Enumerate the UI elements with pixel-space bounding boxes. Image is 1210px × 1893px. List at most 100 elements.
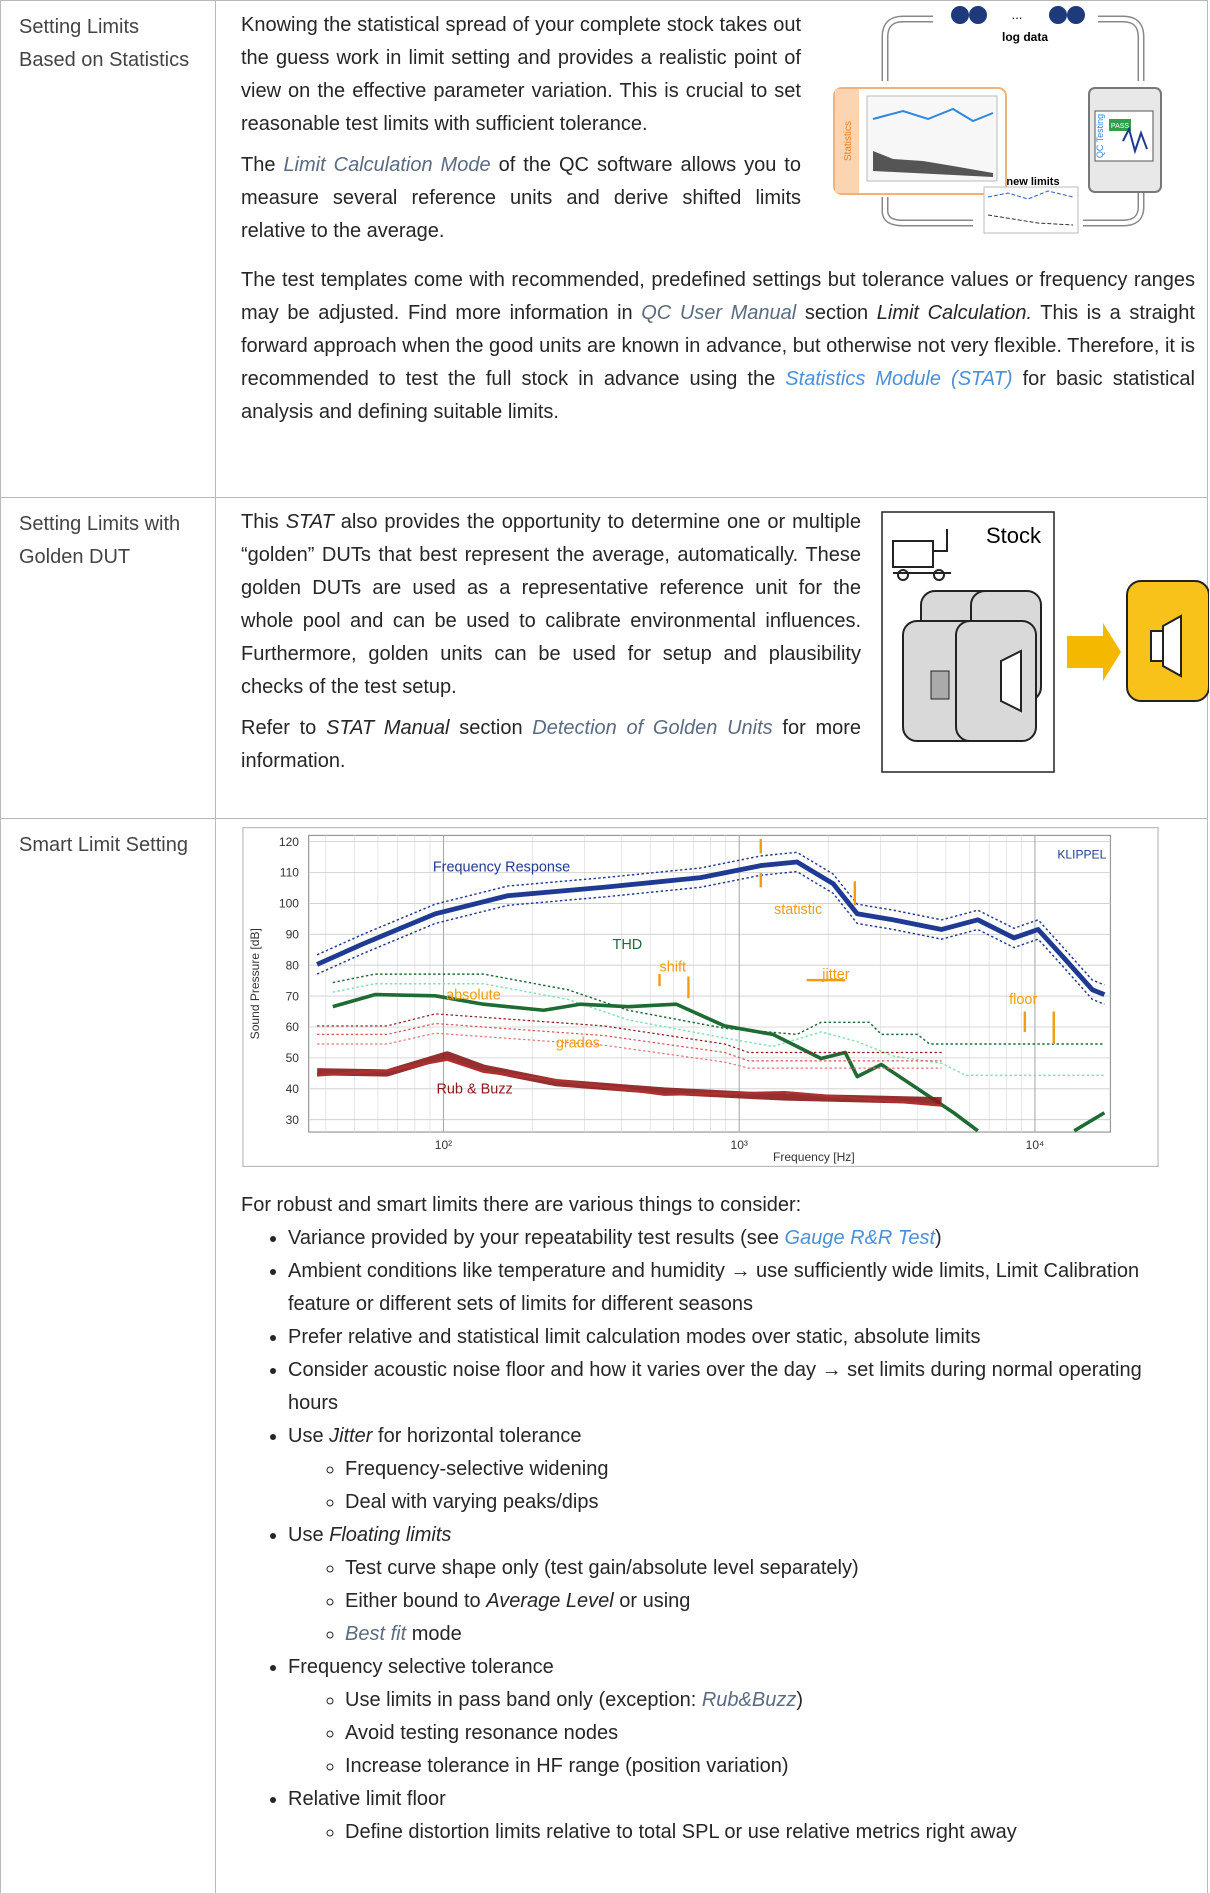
paragraph: Refer to STAT Manual section Detection o… — [241, 712, 861, 778]
figure-label: ... — [1012, 7, 1023, 22]
sub-bullet: Increase tolerance in HF range (position… — [345, 1750, 1195, 1783]
row-label: Smart Limit Setting — [1, 819, 216, 1893]
text-run: for horizontal tolerance — [372, 1425, 581, 1447]
intro: For robust and smart limits there are va… — [241, 1189, 1195, 1222]
sub-bullet: Frequency-selective widening — [345, 1453, 1195, 1486]
annotation: shift — [660, 960, 687, 976]
bullet: Consider acoustic noise floor and how it… — [288, 1354, 1195, 1420]
bullet: Use Floating limits Test curve shape only… — [288, 1519, 1195, 1651]
table-row: Setting Limits with Golden DUT This STAT… — [0, 497, 1208, 819]
annotation: floor — [1009, 992, 1037, 1008]
brand: KLIPPEL — [1057, 847, 1106, 861]
text-run: STAT — [286, 511, 334, 533]
sub-bullet: Either bound to Average Level or using — [345, 1585, 1195, 1618]
text-run: ) — [796, 1689, 803, 1711]
text-run: The — [241, 154, 283, 176]
text-run: Knowing the statistical spread of your c… — [241, 14, 801, 135]
golden-dut-figure: Stock — [881, 511, 1209, 775]
sub-bullet: Use limits in pass band only (exception:… — [345, 1684, 1195, 1717]
y-tick-label: 120 — [279, 835, 299, 849]
y-tick-label: 100 — [279, 897, 299, 911]
sub-bullet: Best fit mode — [345, 1618, 1195, 1651]
figure-label: new limits — [1006, 176, 1059, 188]
text-run: Increase tolerance in HF range (position… — [345, 1755, 789, 1777]
text-run: Use — [288, 1524, 329, 1546]
bullet-list: Variance provided by your repeatability … — [241, 1222, 1195, 1849]
text-run: Test curve shape only (test gain/absolut… — [345, 1557, 859, 1579]
figure-label: Statistics — [843, 121, 854, 161]
y-tick-label: 80 — [286, 958, 300, 972]
text-run: Use limits in pass band only (exception: — [345, 1689, 702, 1711]
y-axis-title: Sound Pressure [dB] — [248, 928, 262, 1039]
sub-list: Define distortion limits relative to tot… — [288, 1816, 1195, 1849]
text-run: Floating limits — [329, 1524, 451, 1546]
text-run: Jitter — [329, 1425, 372, 1447]
paragraph: This STAT also provides the opportunity … — [241, 506, 861, 704]
text-run: Limit Calculation. — [877, 302, 1032, 324]
annotation: grades — [556, 1036, 600, 1052]
paragraph: The Limit Calculation Mode of the QC sof… — [241, 149, 801, 248]
page: Setting Limits Based on Statistics Knowi… — [0, 0, 1210, 1893]
text-block: Knowing the statistical spread of your c… — [241, 9, 801, 248]
text-run: Frequency selective tolerance — [288, 1656, 554, 1678]
annotation: jitter — [821, 967, 849, 983]
paragraph: Knowing the statistical spread of your c… — [241, 9, 801, 141]
sub-bullet: Test curve shape only (test gain/absolut… — [345, 1552, 1195, 1585]
y-tick-label: 60 — [286, 1020, 300, 1034]
text-run: ) — [935, 1227, 942, 1249]
text-run: Relative limit floor — [288, 1788, 446, 1810]
text-run: Define distortion limits relative to tot… — [345, 1821, 1017, 1843]
y-tick-label: 90 — [286, 928, 300, 942]
text-run: Gauge R&R Test — [785, 1227, 935, 1249]
text-run: STAT Manual — [326, 717, 449, 739]
text-run: Limit Calculation Mode — [283, 154, 490, 176]
workflow-figure: ... log data Statistics QC Testing PASS … — [833, 1, 1173, 236]
x-tick-label: 10³ — [731, 1138, 748, 1152]
x-tick-label: 10² — [435, 1138, 452, 1152]
sub-bullet: Define distortion limits relative to tot… — [345, 1816, 1195, 1849]
annotation: THD — [612, 937, 642, 953]
annotation: absolute — [446, 987, 501, 1003]
x-tick-label: 10⁴ — [1026, 1138, 1045, 1152]
row-label: Setting Limits with Golden DUT — [1, 498, 216, 819]
sub-list: Use limits in pass band only (exception:… — [288, 1684, 1195, 1783]
text-run: Best fit — [345, 1623, 406, 1645]
bullet: Prefer relative and statistical limit ca… — [288, 1321, 1195, 1354]
text-run: Statistics Module (STAT) — [785, 368, 1012, 390]
text-run: Rub&Buzz — [702, 1689, 797, 1711]
x-axis-title: Frequency [Hz] — [773, 1150, 855, 1164]
table-row: Setting Limits Based on Statistics Knowi… — [0, 0, 1208, 498]
y-tick-label: 110 — [280, 866, 300, 880]
sub-bullet: Avoid testing resonance nodes — [345, 1717, 1195, 1750]
text-run: Prefer relative and statistical limit ca… — [288, 1326, 981, 1348]
annotation: Rub & Buzz — [436, 1081, 512, 1097]
paragraph: The test templates come with recommended… — [241, 264, 1195, 429]
text-run: Consider acoustic noise floor and how it… — [288, 1359, 1142, 1414]
text-run: Detection of Golden Units — [532, 717, 772, 739]
text-run: section — [449, 717, 532, 739]
arrow — [885, 19, 933, 81]
bullet: Variance provided by your repeatability … — [288, 1222, 1195, 1255]
bullet: Use Jitter for horizontal tolerance Frequ… — [288, 1420, 1195, 1519]
text-run: mode — [406, 1623, 462, 1645]
row-label: Setting Limits Based on Statistics — [1, 1, 216, 498]
figure-label: QC Testing — [1095, 114, 1105, 158]
y-tick-label: 40 — [286, 1082, 300, 1096]
text-run: Ambient conditions like temperature and … — [288, 1260, 1139, 1315]
text-run: Variance provided by your repeatability … — [288, 1227, 785, 1249]
text-run: Average Level — [486, 1590, 614, 1612]
y-tick-label: 70 — [286, 989, 300, 1003]
sub-list: Frequency-selective wideningDeal with va… — [288, 1453, 1195, 1519]
text-run: QC User Manual — [641, 302, 796, 324]
bullet: Frequency selective tolerance Use limits … — [288, 1651, 1195, 1783]
text-run: Refer to — [241, 717, 326, 739]
y-tick-label: 50 — [286, 1051, 300, 1065]
figure-label: PASS — [1111, 123, 1129, 130]
text-block: For robust and smart limits there are va… — [241, 1189, 1195, 1849]
text-run: Use — [288, 1425, 329, 1447]
bullet: Ambient conditions like temperature and … — [288, 1255, 1195, 1321]
sub-bullet: Deal with varying peaks/dips — [345, 1486, 1195, 1519]
